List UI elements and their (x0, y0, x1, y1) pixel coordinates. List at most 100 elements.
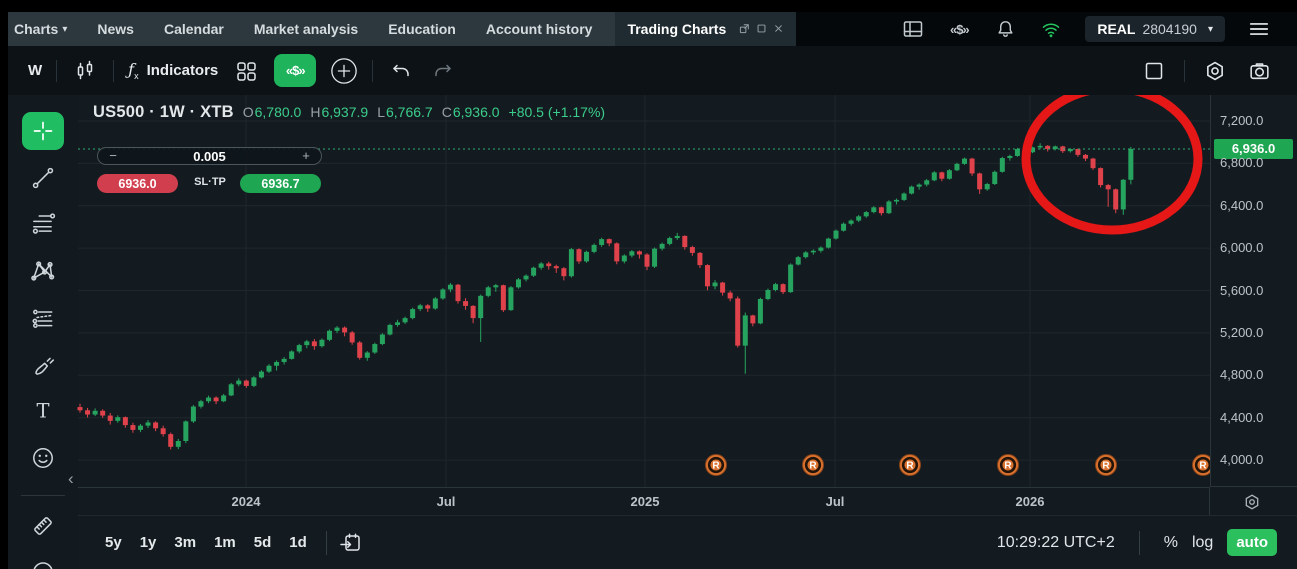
workspace-panels-icon[interactable] (901, 17, 925, 41)
candle-body (538, 263, 544, 268)
layout-grid-icon[interactable] (232, 57, 260, 85)
indicators-button[interactable]: ƒx Indicators (128, 60, 218, 81)
crosshair-tool-button[interactable] (22, 112, 64, 150)
timeframe-button[interactable]: W (28, 62, 43, 79)
high-label: H (310, 104, 321, 120)
parallel-lines-icon (32, 309, 53, 328)
close-label: C (441, 104, 452, 120)
candle-body (478, 295, 484, 319)
candle-body (773, 284, 779, 290)
candle-body (659, 243, 665, 249)
account-selector[interactable]: REAL 2804190 ▾ (1085, 16, 1225, 42)
candle-body (871, 207, 877, 213)
percent-scale-button[interactable]: % (1163, 533, 1178, 551)
auto-scale-button[interactable]: auto (1227, 529, 1277, 556)
add-order-plus-icon[interactable] (330, 57, 358, 85)
sell-button[interactable]: 6936.0 (97, 174, 178, 193)
candle-body (432, 298, 438, 309)
candle-body (1075, 149, 1081, 155)
candle-body (1098, 168, 1104, 186)
magnet-tool-button[interactable] (30, 557, 56, 569)
candle-body (236, 380, 242, 385)
candle-body (470, 305, 476, 319)
range-button-5y[interactable]: 5y (105, 534, 122, 551)
notifications-bell-icon[interactable] (993, 17, 1017, 41)
nav-item-education[interactable]: Education (373, 12, 471, 46)
cash-operations-icon[interactable]: «$» (949, 21, 970, 37)
bottom-separator (325, 530, 327, 555)
candle-body (893, 199, 899, 202)
axis-settings-hexagon-icon[interactable] (1240, 490, 1264, 514)
range-button-1m[interactable]: 1m (214, 534, 236, 551)
rollover-marker[interactable]: R (1095, 454, 1117, 476)
fib-channel-tool-button[interactable] (30, 305, 56, 331)
chevron-down-icon: ▾ (1207, 23, 1213, 35)
toolbar-separator (113, 59, 115, 82)
candle-body (644, 254, 650, 267)
nav-item-charts[interactable]: Charts ▾ (8, 12, 82, 46)
instant-trading-button[interactable]: «$» (274, 54, 317, 87)
candle-body (266, 365, 272, 372)
range-button-5d[interactable]: 5d (253, 534, 272, 551)
candle-body (455, 284, 461, 302)
trading-app: Charts ▾ News Calendar Market analysis E… (8, 12, 1297, 569)
maximize-icon[interactable] (756, 21, 767, 37)
candle-body (379, 334, 385, 345)
candle-body (531, 267, 537, 276)
range-button-1y[interactable]: 1y (139, 534, 157, 551)
volume-input[interactable]: 0.005 (193, 148, 226, 164)
measure-ruler-tool-button[interactable] (30, 513, 56, 539)
candle-body (682, 235, 688, 248)
candle-body (584, 251, 590, 262)
undo-icon[interactable] (387, 57, 415, 85)
xabcd-pattern-tool-button[interactable] (30, 258, 56, 284)
price-axis[interactable]: 6,936.0 7,200.0 6,800.0 6,400.0 6,000.0 5,60… (1210, 95, 1297, 487)
close-icon[interactable] (773, 21, 784, 37)
log-scale-button[interactable]: log (1191, 533, 1214, 551)
rollover-marker[interactable]: R (899, 454, 921, 476)
candle-body (440, 289, 446, 299)
nav-item-calendar[interactable]: Calendar (149, 12, 239, 46)
volume-increase-button[interactable]: + (302, 148, 310, 163)
text-tool-button[interactable]: T (30, 398, 56, 424)
chart-settings-hexagon-icon[interactable] (1201, 57, 1229, 85)
buy-button[interactable]: 6936.7 (240, 174, 321, 193)
redo-icon[interactable] (429, 57, 457, 85)
emoji-tool-button[interactable] (30, 445, 56, 471)
candle-body (750, 315, 756, 324)
range-button-1d[interactable]: 1d (289, 534, 307, 551)
candle-body (417, 305, 423, 310)
nav-item-news[interactable]: News (82, 12, 149, 46)
screenshot-camera-icon[interactable] (1245, 57, 1273, 85)
brush-tool-button[interactable] (30, 353, 56, 379)
time-axis[interactable]: 2024 Jul 2025 Jul 2026 (78, 487, 1210, 515)
candle-body (599, 239, 605, 245)
nav-item-account-history[interactable]: Account history (471, 12, 608, 46)
rollover-marker[interactable]: R (1192, 454, 1214, 476)
fullscreen-square-icon[interactable] (1140, 57, 1168, 85)
collapse-sidebar-chevron-icon[interactable]: ‹ (68, 469, 74, 488)
trend-line-tool-button[interactable] (30, 165, 56, 191)
fx-icon: ƒx (128, 59, 139, 82)
connection-wifi-icon[interactable] (1039, 17, 1063, 41)
chart-pane[interactable]: R R R R R R US500 · 1W · XTB O 6,780.0 H 6,937.… (77, 95, 1214, 487)
drawing-tools-sidebar: T (8, 95, 78, 569)
go-to-date-calendar-icon[interactable] (337, 530, 363, 556)
nav-item-market-analysis[interactable]: Market analysis (239, 12, 373, 46)
range-button-3m[interactable]: 3m (174, 534, 197, 551)
rollover-marker[interactable]: R (802, 454, 824, 476)
popout-icon[interactable] (739, 21, 750, 37)
candle-body (190, 406, 196, 422)
rollover-marker[interactable]: R (705, 454, 727, 476)
time-tick-label: 2025 (630, 494, 660, 509)
main-menu-icon[interactable] (1247, 17, 1271, 41)
horizontal-lines-icon (32, 213, 56, 234)
nav-label: Education (388, 21, 456, 37)
volume-decrease-button[interactable]: − (109, 148, 117, 163)
tab-trading-charts[interactable]: Trading Charts (615, 12, 797, 46)
chart-type-candles-icon[interactable] (71, 57, 99, 85)
fib-retracement-tool-button[interactable] (30, 210, 56, 236)
rollover-marker[interactable]: R (997, 454, 1019, 476)
candle-body (757, 299, 763, 324)
